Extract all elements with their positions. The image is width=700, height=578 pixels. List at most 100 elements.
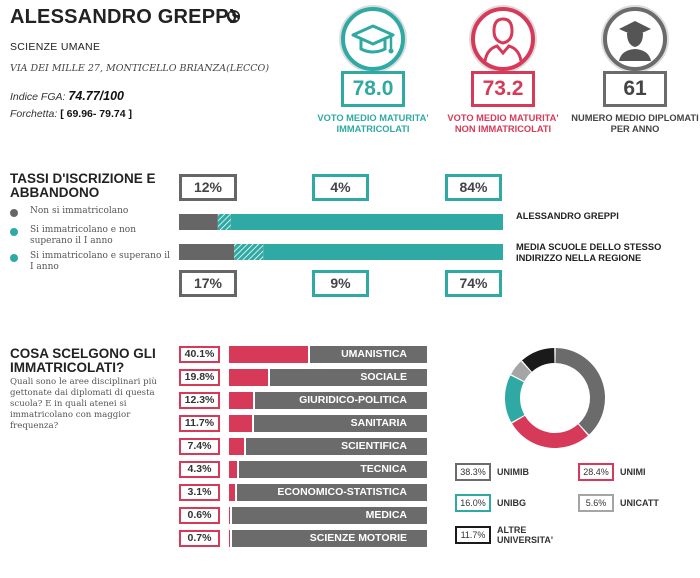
choices-question: Quali sono le aree disciplinari più gett… — [10, 377, 157, 431]
region-pass-pct: 74% — [445, 270, 502, 297]
uni-legend-unicatt: 5.6% UNICATT — [578, 494, 659, 512]
area-row: 12.3% GIURIDICO-POLITICA — [179, 392, 427, 409]
region-bar-dropout — [234, 244, 264, 260]
legend-dot — [10, 254, 18, 262]
stat-value: 78.0 — [341, 71, 405, 107]
school-address: VIA DEI MILLE 27, MONTICELLO BRIANZA(LEC… — [10, 63, 270, 74]
area-name: ECONOMICO-STATISTICA — [277, 486, 407, 498]
area-bar-share — [229, 415, 252, 432]
uni-name: UNIBG — [497, 498, 526, 508]
area-name: SCIENZE MOTORIE — [309, 532, 407, 544]
area-bar-share — [229, 346, 308, 363]
globe-icon[interactable] — [226, 9, 241, 24]
area-bar-share — [229, 461, 237, 478]
uni-name: UNICATT — [620, 498, 659, 508]
area-bar-rest — [232, 507, 427, 524]
area-bar-share — [229, 507, 230, 524]
uni-pct: 11.7% — [455, 526, 491, 544]
region-enrollment-bar — [179, 244, 503, 260]
area-name: SOCIALE — [360, 371, 407, 383]
stat-icon-circle — [339, 5, 407, 73]
area-pct: 12.3% — [179, 392, 220, 409]
area-bar-rest — [237, 484, 427, 501]
area-bar-rest — [310, 346, 427, 363]
area-name: UMANISTICA — [341, 348, 407, 360]
area-pct: 19.8% — [179, 369, 220, 386]
region-dropout-pct: 9% — [312, 270, 369, 297]
area-name: SANITARIA — [350, 417, 407, 429]
fork-value: [ 69.96- 79.74 ] — [60, 108, 132, 120]
donut-slice-unimib — [555, 348, 605, 435]
school-bar-dropout — [217, 214, 231, 230]
area-pct: 3.1% — [179, 484, 220, 501]
area-row: 3.1% ECONOMICO-STATISTICA — [179, 484, 427, 501]
area-name: SCIENTIFICA — [341, 440, 407, 452]
stat-value: 61 — [603, 71, 667, 107]
area-bar-share — [229, 392, 253, 409]
area-pct: 4.3% — [179, 461, 220, 478]
stat-value: 73.2 — [471, 71, 535, 107]
legend-text: Si immatricolano e superano il I anno — [30, 251, 170, 272]
area-pct: 7.4% — [179, 438, 220, 455]
legend-text: Non si immatricolano — [30, 206, 129, 216]
area-row: 7.4% SCIENTIFICA — [179, 438, 427, 455]
stat-avg-graduates: 61 NUMERO MEDIO DIPLOMATI PER ANNO — [570, 5, 700, 145]
area-bar-share — [229, 369, 268, 386]
fga-index: Indice FGA: 74.77/100 — [10, 89, 124, 103]
area-bar-rest — [255, 392, 427, 409]
area-name: TECNICA — [360, 463, 407, 475]
stat-avg-grade-not-enrolled: 73.2 VOTO MEDIO MATURITA' NON IMMATRICOL… — [438, 5, 568, 145]
region-not-enrolled-pct: 17% — [179, 270, 237, 297]
donut-slice-unimi — [512, 415, 588, 448]
uni-name: ALTRE UNIVERSITA' — [497, 525, 553, 545]
uni-legend-unimib: 38.3% UNIMIB — [455, 463, 529, 481]
stat-label: VOTO MEDIO MATURITA' IMMATRICOLATI — [317, 113, 429, 134]
uni-name: UNIMIB — [497, 467, 529, 477]
school-type: SCIENZE UMANE — [10, 41, 101, 53]
area-row: 11.7% SANITARIA — [179, 415, 427, 432]
region-bar-pass — [263, 244, 503, 260]
legend-enrolled-pass: Si immatricolano e superano il I anno — [10, 251, 170, 273]
area-bar-rest — [232, 530, 427, 547]
uni-pct: 38.3% — [455, 463, 491, 481]
fork-label: Forchetta: — [10, 108, 58, 120]
donut-slice-altreuniversita — [522, 348, 555, 372]
choices-title: COSA SCELGONO GLI IMMATRICOLATI? — [10, 346, 156, 375]
donut-slice-unibg — [505, 375, 525, 423]
area-bar-rest — [246, 438, 427, 455]
stat-avg-grade-enrolled: 78.0 VOTO MEDIO MATURITA' IMMATRICOLATI — [308, 5, 438, 145]
area-bar-share — [229, 530, 230, 547]
legend-text: Si immatricolano e non superano il I ann… — [30, 225, 136, 246]
legend-enrolled-dropout: Si immatricolano e non superano il I ann… — [10, 225, 170, 247]
area-bar-share — [229, 484, 235, 501]
fga-fork: Forchetta: [ 69.96- 79.74 ] — [10, 108, 132, 120]
area-row: 0.6% MEDICA — [179, 507, 427, 524]
school-bar-not-enrolled — [179, 214, 218, 230]
school-bar-pass — [230, 214, 503, 230]
uni-legend-unibg: 16.0% UNIBG — [455, 494, 526, 512]
school-not-enrolled-pct: 12% — [179, 174, 237, 201]
stat-icon-circle — [469, 5, 537, 73]
school-dropout-pct: 4% — [312, 174, 369, 201]
university-donut-chart — [505, 348, 605, 448]
person-icon — [471, 7, 535, 71]
donut-slice-unicatt — [511, 361, 532, 382]
fga-label: Indice FGA: — [10, 91, 66, 103]
uni-pct: 28.4% — [578, 463, 614, 481]
uni-pct: 16.0% — [455, 494, 491, 512]
area-bar-share — [229, 438, 244, 455]
area-name: GIURIDICO-POLITICA — [299, 394, 407, 406]
school-bar-label: ALESSANDRO GREPPI — [516, 211, 619, 221]
legend-not-enrolled: Non si immatricolano — [10, 206, 128, 217]
graduate-person-icon — [603, 7, 667, 71]
area-pct: 0.7% — [179, 530, 220, 547]
area-row: 0.7% SCIENZE MOTORIE — [179, 530, 427, 547]
uni-name: UNIMI — [620, 467, 646, 477]
uni-pct: 5.6% — [578, 494, 614, 512]
area-bar-rest — [254, 415, 427, 432]
graduation-cap-icon — [341, 7, 405, 71]
fga-value: 74.77/100 — [68, 89, 124, 103]
uni-legend-altre: 11.7% ALTRE UNIVERSITA' — [455, 525, 567, 545]
area-pct: 0.6% — [179, 507, 220, 524]
stat-label: VOTO MEDIO MATURITA' NON IMMATRICOLATI — [447, 113, 559, 134]
